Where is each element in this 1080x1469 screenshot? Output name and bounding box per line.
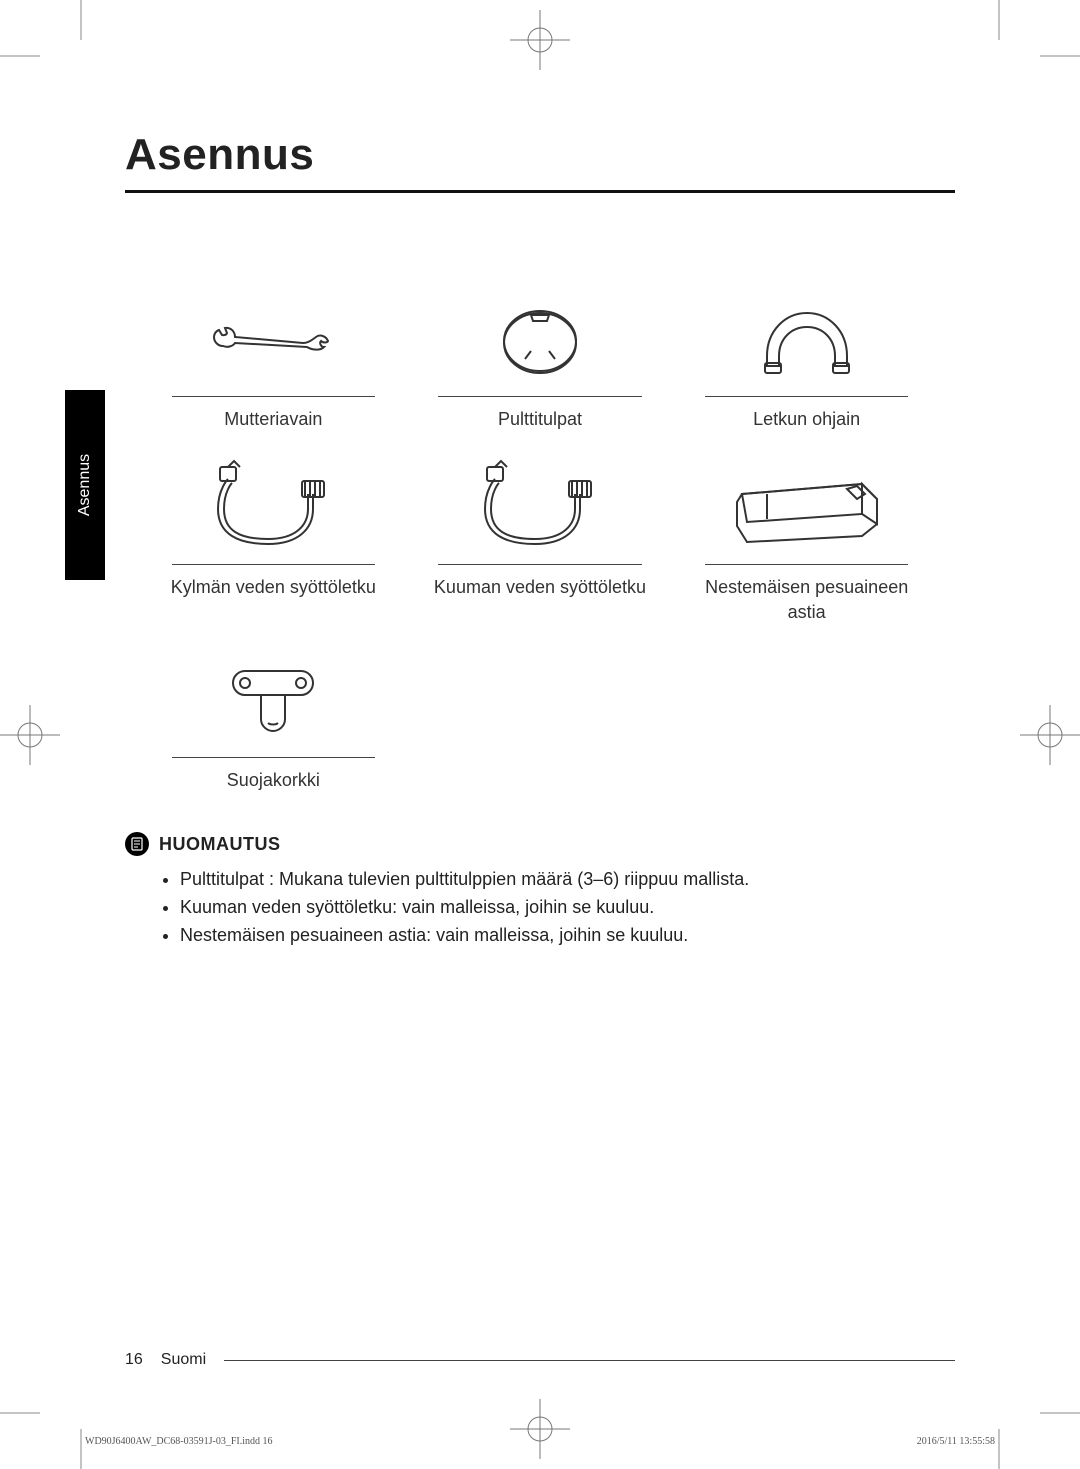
part-cell-hothose: Kuuman veden syöttöletku [422,461,659,624]
part-label: Suojakorkki [227,768,320,792]
part-label: Kylmän veden syöttöletku [171,575,376,599]
wrench-icon [155,293,392,388]
bolt-cap-icon [422,293,659,388]
note-icon [125,832,149,856]
print-file: WD90J6400AW_DC68-03591J-03_FI.indd 16 [85,1436,273,1447]
cell-rule [172,757,376,758]
part-cell-boltcaps: Pulttitulpat [422,293,659,431]
page-title: Asennus [125,130,955,180]
protective-cap-icon [155,654,392,749]
part-cell-detergent: Nestemäisen pesuaineen astia [688,461,925,624]
cell-rule [438,564,642,565]
cell-rule [438,396,642,397]
note-list: Pulttitulpat : Mukana tulevien pulttitul… [125,866,955,950]
page-number: 16 [125,1351,143,1369]
note-bullet: Nestemäisen pesuaineen astia: vain malle… [180,922,955,950]
note-bullet: Pulttitulpat : Mukana tulevien pulttitul… [180,866,955,894]
part-cell-coldhose: Kylmän veden syöttöletku [155,461,392,624]
part-cell-hoseguide: Letkun ohjain [688,293,925,431]
title-rule [125,190,955,193]
note-block: HUOMAUTUS Pulttitulpat : Mukana tulevien… [125,832,955,950]
registration-mark-icon [0,705,60,765]
cell-rule [705,564,909,565]
note-bullet: Kuuman veden syöttöletku: vain malleissa… [180,894,955,922]
cold-water-hose-icon [155,461,392,556]
side-tab-label: Asennus [76,454,94,516]
page-content: Asennus Mutteriavain [125,130,955,950]
print-footer: WD90J6400AW_DC68-03591J-03_FI.indd 16 20… [85,1436,995,1447]
registration-mark-icon [510,1399,570,1459]
registration-mark-icon [510,10,570,70]
part-label: Letkun ohjain [753,407,860,431]
part-label: Nestemäisen pesuaineen astia [688,575,925,624]
part-label: Pulttitulpat [498,407,582,431]
print-timestamp: 2016/5/11 13:55:58 [917,1436,995,1447]
footer-rule [224,1360,955,1361]
cell-rule [172,564,376,565]
registration-mark-icon [1020,705,1080,765]
side-tab: Asennus [65,390,105,580]
part-label: Kuuman veden syöttöletku [434,575,646,599]
cell-rule [172,396,376,397]
cell-rule [705,396,909,397]
hot-water-hose-icon [422,461,659,556]
part-cell-wrench: Mutteriavain [155,293,392,431]
page-language: Suomi [161,1351,206,1369]
part-cell-cap: Suojakorkki [155,654,392,792]
page-footer: 16 Suomi [125,1351,955,1369]
hose-guide-icon [688,293,925,388]
note-heading: HUOMAUTUS [159,834,281,855]
liquid-detergent-tray-icon [688,461,925,556]
parts-grid: Mutteriavain Pulttitulpat [155,293,925,792]
part-label: Mutteriavain [224,407,322,431]
